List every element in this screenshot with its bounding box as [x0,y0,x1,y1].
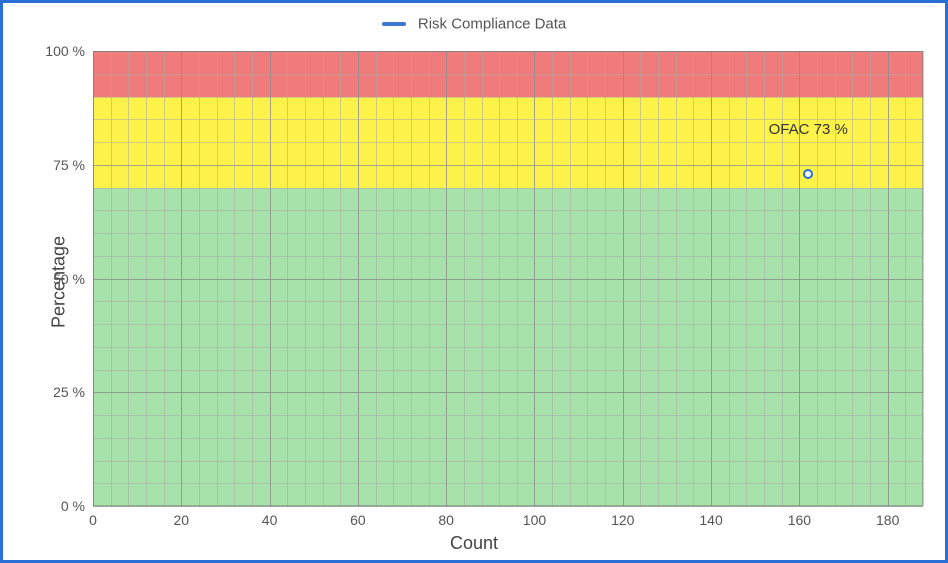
gridline [93,506,923,507]
legend: Risk Compliance Data [3,15,945,33]
gridline [93,210,923,211]
gridline [93,483,923,484]
gridline [93,324,923,325]
data-point[interactable] [803,169,813,179]
x-tick-label: 40 [262,512,278,528]
gridline [93,256,923,257]
gridline [93,188,923,189]
y-tick-label: 100 % [45,43,85,59]
gridline [93,415,923,416]
x-tick-label: 180 [876,512,899,528]
gridline [93,233,923,234]
plot-area: 0 %25 %50 %75 %100 %02040608010012014016… [93,51,923,506]
y-tick-label: 25 % [53,384,85,400]
y-tick-label: 0 % [61,498,85,514]
y-tick-label: 50 % [53,271,85,287]
y-tick-label: 75 % [53,157,85,173]
gridline [93,74,923,75]
x-tick-label: 0 [89,512,97,528]
x-tick-label: 140 [699,512,722,528]
legend-label: Risk Compliance Data [418,16,566,33]
chart-frame: Risk Compliance Data Percentage Count 0 … [0,0,948,563]
gridline [93,392,923,393]
x-tick-label: 20 [174,512,190,528]
x-tick-label: 80 [438,512,454,528]
gridline [93,461,923,462]
x-tick-label: 100 [523,512,546,528]
gridline [93,97,923,98]
gridline [93,347,923,348]
gridline [93,165,923,166]
data-point-label: OFAC 73 % [769,121,848,150]
gridline [93,370,923,371]
gridline [923,51,924,506]
x-tick-label: 60 [350,512,366,528]
legend-swatch [382,22,406,26]
gridline [93,51,923,52]
gridline [93,301,923,302]
gridline [93,438,923,439]
x-axis-title: Count [3,533,945,554]
x-tick-label: 160 [788,512,811,528]
x-tick-label: 120 [611,512,634,528]
gridline [93,279,923,280]
